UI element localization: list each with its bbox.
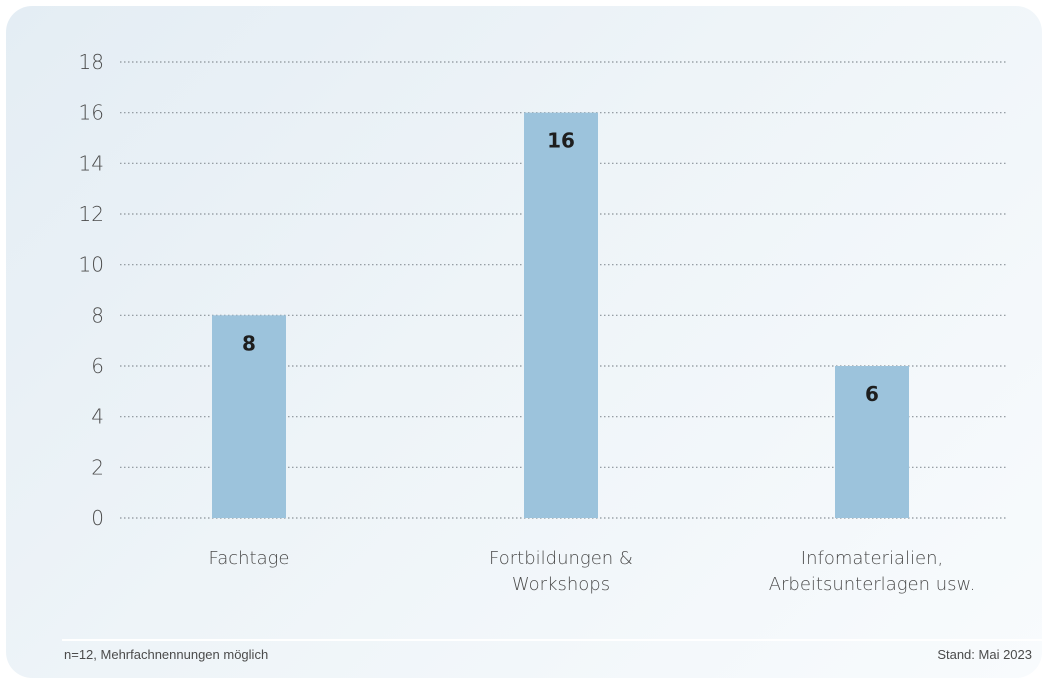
x-category-label: Workshops — [512, 574, 610, 595]
x-category-label: Fortbildungen & — [489, 548, 633, 569]
bar — [524, 112, 598, 519]
y-tick-label: 18 — [79, 50, 104, 74]
bar-value-label: 16 — [547, 129, 575, 153]
y-tick-label: 8 — [91, 303, 104, 327]
y-tick-label: 0 — [91, 506, 104, 530]
x-axis-labels: Fachtage Fortbildungen & Workshops Infomate… — [209, 548, 976, 595]
value-labels: 8 16 6 — [242, 129, 879, 406]
y-tick-label: 12 — [79, 202, 104, 226]
footer-date: Stand: Mai 2023 — [937, 647, 1032, 662]
y-tick-label: 10 — [79, 253, 104, 277]
bar-chart: 0 2 4 6 8 10 12 14 16 18 8 16 6 Fachtage Fortbildung… — [79, 50, 1006, 595]
y-tick-label: 16 — [79, 101, 104, 125]
chart-panel: 0 2 4 6 8 10 12 14 16 18 8 16 6 Fachtage Fortbildung… — [6, 6, 1042, 678]
x-category-label: Arbeitsunterlagen usw. — [769, 574, 976, 595]
y-axis-ticks: 0 2 4 6 8 10 12 14 16 18 — [79, 50, 104, 530]
y-tick-label: 2 — [91, 455, 104, 479]
x-category-label: Infomaterialien, — [801, 548, 943, 569]
y-tick-label: 6 — [91, 354, 104, 378]
y-tick-label: 4 — [91, 405, 104, 429]
bar — [212, 315, 286, 518]
y-tick-label: 14 — [79, 151, 104, 175]
footer-divider — [62, 639, 1042, 641]
bar — [835, 366, 909, 518]
bars — [212, 112, 909, 519]
footer-note: n=12, Mehrfachnennungen möglich — [64, 647, 269, 662]
x-category-label: Fachtage — [209, 548, 290, 569]
bar-value-label: 8 — [242, 331, 256, 355]
bar-value-label: 6 — [865, 382, 879, 406]
